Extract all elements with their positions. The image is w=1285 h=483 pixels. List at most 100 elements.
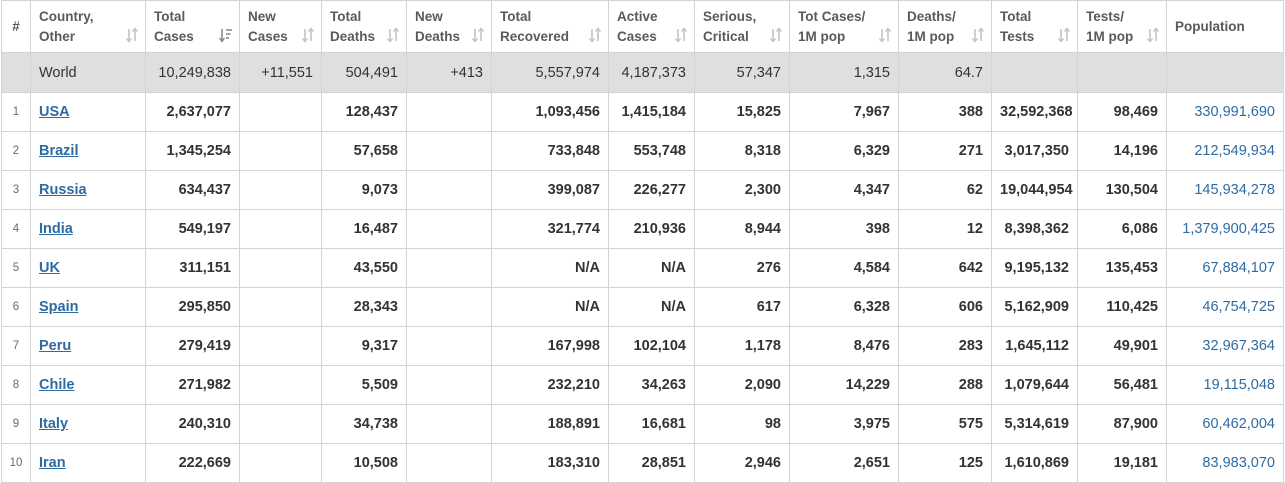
sort-arrows-icon[interactable] bbox=[386, 27, 400, 43]
country-cell: USA bbox=[30, 92, 146, 132]
sort-arrows-icon[interactable] bbox=[769, 27, 783, 43]
sort-arrows-icon[interactable] bbox=[301, 27, 315, 43]
total-deaths-cell: 9,317 bbox=[321, 326, 407, 366]
deaths-1m-cell: 271 bbox=[898, 131, 992, 171]
total-cases-cell: 222,669 bbox=[145, 443, 240, 483]
serious-critical-cell: 15,825 bbox=[694, 92, 790, 132]
column-header-line-2: Tests bbox=[1000, 28, 1035, 44]
table-row: 3 Russia 634,437 9,073 399,087 226,277 2,300 4,… bbox=[1, 170, 1284, 210]
country-link[interactable]: Chile bbox=[39, 377, 75, 393]
total-cases-cell: 1,345,254 bbox=[145, 131, 240, 171]
new-deaths-cell bbox=[406, 248, 492, 288]
row-index: 4 bbox=[1, 209, 31, 249]
population-cell: 46,754,725 bbox=[1166, 287, 1284, 327]
total-cases-column-header[interactable]: Total Cases bbox=[145, 0, 240, 53]
sort-arrows-icon[interactable] bbox=[125, 27, 139, 43]
column-header-line-1: Total bbox=[500, 8, 532, 24]
total-recovered-column-header[interactable]: Total Recovered bbox=[491, 0, 609, 53]
tests-1m-cell: 110,425 bbox=[1077, 287, 1167, 327]
column-header-line-1: Total bbox=[154, 8, 186, 24]
tot-cases-1m-column-header[interactable]: Tot Cases/1M pop bbox=[789, 0, 899, 53]
total-cases-cell: 549,197 bbox=[145, 209, 240, 249]
table-row: 9 Italy 240,310 34,738 188,891 16,681 98 3,975 5… bbox=[1, 404, 1284, 444]
country-link[interactable]: Brazil bbox=[39, 143, 79, 159]
deaths-1m-cell: 125 bbox=[898, 443, 992, 483]
table-row: 6 Spain 295,850 28,343 N/A N/A 617 6,328 606 5,16… bbox=[1, 287, 1284, 327]
population-column-header[interactable]: Population bbox=[1166, 0, 1284, 53]
tot-cases-1m-cell: 4,347 bbox=[789, 170, 899, 210]
world-new-deaths-cell: +413 bbox=[406, 52, 492, 93]
sort-arrows-icon[interactable] bbox=[1057, 27, 1071, 43]
sort-arrows-icon[interactable] bbox=[674, 27, 688, 43]
total-tests-cell: 1,645,112 bbox=[991, 326, 1078, 366]
tests-1m-cell: 98,469 bbox=[1077, 92, 1167, 132]
column-header-line-2: Other bbox=[39, 28, 76, 44]
country-link[interactable]: USA bbox=[39, 104, 70, 120]
new-deaths-cell bbox=[406, 365, 492, 405]
new-cases-cell bbox=[239, 404, 322, 444]
world-tests-1m-cell bbox=[1077, 52, 1167, 93]
serious-critical-cell: 98 bbox=[694, 404, 790, 444]
sort-arrows-icon[interactable] bbox=[471, 27, 485, 43]
active-cases-cell: N/A bbox=[608, 248, 695, 288]
new-cases-column-header[interactable]: New Cases bbox=[239, 0, 322, 53]
world-total-deaths-cell: 504,491 bbox=[321, 52, 407, 93]
new-cases-cell bbox=[239, 365, 322, 405]
total-recovered-cell: 188,891 bbox=[491, 404, 609, 444]
country-column-header[interactable]: Country, Other bbox=[30, 0, 146, 53]
serious-critical-column-header[interactable]: Serious, Critical bbox=[694, 0, 790, 53]
serious-critical-cell: 8,318 bbox=[694, 131, 790, 171]
serious-critical-cell: 2,946 bbox=[694, 443, 790, 483]
country-cell: Peru bbox=[30, 326, 146, 366]
tests-1m-cell: 87,900 bbox=[1077, 404, 1167, 444]
country-link[interactable]: Iran bbox=[39, 455, 66, 471]
total-deaths-column-header[interactable]: Total Deaths bbox=[321, 0, 407, 53]
world-total-row: World 10,249,838 +11,551 504,491 +413 5,557,9… bbox=[1, 52, 1284, 93]
sort-arrows-icon[interactable] bbox=[1146, 27, 1160, 43]
active-cases-cell: 28,851 bbox=[608, 443, 695, 483]
column-header-line-1: New bbox=[248, 8, 276, 24]
total-cases-cell: 240,310 bbox=[145, 404, 240, 444]
column-header-label: New Cases bbox=[240, 7, 321, 47]
total-tests-column-header[interactable]: Total Tests bbox=[991, 0, 1078, 53]
serious-critical-cell: 2,300 bbox=[694, 170, 790, 210]
country-link[interactable]: Spain bbox=[39, 299, 79, 315]
total-deaths-cell: 9,073 bbox=[321, 170, 407, 210]
active-cases-column-header[interactable]: Active Cases bbox=[608, 0, 695, 53]
serious-critical-cell: 617 bbox=[694, 287, 790, 327]
deaths-1m-cell: 283 bbox=[898, 326, 992, 366]
world-total-cases-cell: 10,249,838 bbox=[145, 52, 240, 93]
sort-descending-icon[interactable] bbox=[219, 27, 233, 43]
total-recovered-cell: 167,998 bbox=[491, 326, 609, 366]
column-header-label: Total Deaths bbox=[322, 7, 406, 47]
total-recovered-cell: 183,310 bbox=[491, 443, 609, 483]
sort-arrows-icon[interactable] bbox=[588, 27, 602, 43]
row-index: 6 bbox=[1, 287, 31, 327]
country-link[interactable]: Italy bbox=[39, 416, 69, 432]
column-header-label: Total Recovered bbox=[492, 7, 608, 47]
deaths-1m-cell: 288 bbox=[898, 365, 992, 405]
population-cell: 1,379,900,425 bbox=[1166, 209, 1284, 249]
world-country-cell: World bbox=[30, 52, 146, 93]
column-header-line-2: Deaths bbox=[330, 28, 376, 44]
country-cell: Russia bbox=[30, 170, 146, 210]
column-header-line-2: Cases bbox=[617, 28, 657, 44]
total-deaths-cell: 10,508 bbox=[321, 443, 407, 483]
country-link[interactable]: India bbox=[39, 221, 73, 237]
world-row-index bbox=[1, 52, 31, 93]
tests-1m-column-header[interactable]: Tests/1M pop bbox=[1077, 0, 1167, 53]
country-link[interactable]: Russia bbox=[39, 182, 87, 198]
country-link[interactable]: Peru bbox=[39, 338, 72, 354]
new-deaths-column-header[interactable]: New Deaths bbox=[406, 0, 492, 53]
new-deaths-cell bbox=[406, 326, 492, 366]
country-link[interactable]: UK bbox=[39, 260, 60, 276]
column-header-line-1: Tests/ bbox=[1086, 8, 1125, 24]
total-tests-cell: 19,044,954 bbox=[991, 170, 1078, 210]
column-header-line-1: Serious, bbox=[703, 8, 757, 24]
deaths-1m-column-header[interactable]: Deaths/1M pop bbox=[898, 0, 992, 53]
sort-arrows-icon[interactable] bbox=[878, 27, 892, 43]
sort-arrows-icon[interactable] bbox=[971, 27, 985, 43]
row-index: 10 bbox=[1, 443, 31, 483]
deaths-1m-cell: 388 bbox=[898, 92, 992, 132]
